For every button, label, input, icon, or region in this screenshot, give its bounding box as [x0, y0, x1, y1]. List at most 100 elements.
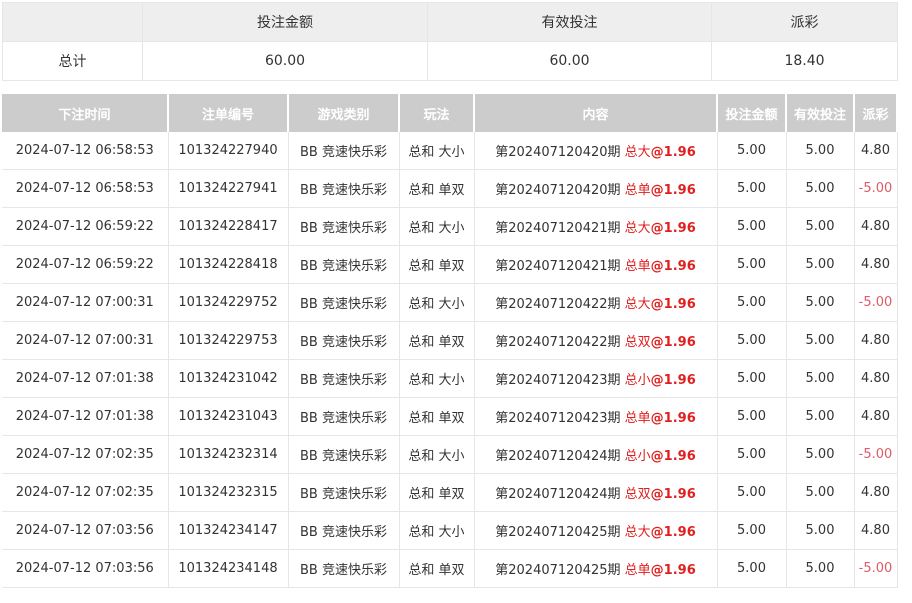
bet-id: 101324234148 [168, 549, 289, 588]
bet-time: 2024-07-12 07:02:35 [2, 435, 169, 474]
bet-content: 第202407120423期 总小@1.96 [474, 359, 718, 398]
odds-text: @1.96 [650, 297, 696, 312]
valid-bet: 5.00 [786, 245, 855, 284]
period-text: 第202407120420期 [495, 145, 621, 160]
play-type: 总和 大小 [399, 359, 475, 398]
odds-text: @1.96 [650, 335, 696, 350]
play-type: 总和 大小 [399, 435, 475, 474]
game-type: BB 竞速快乐彩 [288, 511, 400, 550]
play-type: 总和 单双 [399, 321, 475, 360]
bet-id: 101324227940 [168, 132, 289, 170]
summary-total-valid: 60.00 [427, 41, 712, 81]
bet-amount: 5.00 [717, 473, 787, 512]
odds-text: @1.96 [650, 259, 696, 274]
valid-bet: 5.00 [786, 207, 855, 246]
bet-amount: 5.00 [717, 132, 787, 170]
game-type: BB 竞速快乐彩 [288, 283, 400, 322]
valid-bet: 5.00 [786, 511, 855, 550]
pick-text: 总单 [624, 259, 651, 274]
summary-header-blank [2, 2, 143, 42]
pick-text: 总单 [624, 411, 651, 426]
payout: 4.80 [854, 321, 898, 360]
summary-header-valid: 有效投注 [427, 2, 712, 42]
bet-time: 2024-07-12 06:58:53 [2, 169, 169, 208]
bet-id: 101324227941 [168, 169, 289, 208]
header-play-type: 玩法 [399, 94, 475, 132]
bet-content: 第202407120421期 总大@1.96 [474, 207, 718, 246]
bet-id: 101324229753 [168, 321, 289, 360]
odds-text: @1.96 [650, 373, 696, 388]
valid-bet: 5.00 [786, 169, 855, 208]
valid-bet: 5.00 [786, 283, 855, 322]
pick-text: 总小 [624, 449, 651, 464]
bet-id: 101324231042 [168, 359, 289, 398]
bet-amount: 5.00 [717, 397, 787, 436]
period-text: 第202407120420期 [495, 183, 621, 198]
period-text: 第202407120422期 [495, 335, 621, 350]
odds-text: @1.96 [650, 221, 696, 236]
period-text: 第202407120421期 [495, 221, 621, 236]
bet-amount: 5.00 [717, 245, 787, 284]
bet-content: 第202407120422期 总双@1.96 [474, 321, 718, 360]
summary-total-amount: 60.00 [142, 41, 428, 81]
bet-time: 2024-07-12 07:02:35 [2, 473, 169, 512]
bet-time: 2024-07-12 07:01:38 [2, 397, 169, 436]
table-row: 2024-07-12 07:03:56 101324234147 BB 竞速快乐彩总… [2, 511, 898, 550]
table-row: 2024-07-12 07:00:31 101324229752 BB 竞速快乐彩总… [2, 283, 898, 322]
valid-bet: 5.00 [786, 435, 855, 474]
period-text: 第202407120422期 [495, 297, 621, 312]
period-text: 第202407120424期 [495, 487, 621, 502]
summary-table: 投注金额 有效投注 派彩 总计 60.00 60.00 18.40 [2, 2, 898, 81]
payout: 4.80 [854, 132, 898, 170]
game-type: BB 竞速快乐彩 [288, 207, 400, 246]
odds-text: @1.96 [650, 563, 696, 578]
bet-amount: 5.00 [717, 435, 787, 474]
pick-text: 总双 [624, 487, 651, 502]
pick-text: 总大 [624, 525, 651, 540]
table-header-row: 下注时间 注单编号 游戏类别 玩法 内容 投注金额 有效投注 派彩 [2, 94, 898, 132]
pick-text: 总小 [624, 373, 651, 388]
bet-amount: 5.00 [717, 549, 787, 588]
bet-amount: 5.00 [717, 169, 787, 208]
odds-text: @1.96 [650, 449, 696, 464]
game-type: BB 竞速快乐彩 [288, 549, 400, 588]
bet-time: 2024-07-12 06:59:22 [2, 245, 169, 284]
play-type: 总和 单双 [399, 473, 475, 512]
bet-amount: 5.00 [717, 283, 787, 322]
period-text: 第202407120424期 [495, 449, 621, 464]
game-type: BB 竞速快乐彩 [288, 245, 400, 284]
payout: -5.00 [854, 549, 898, 588]
game-type: BB 竞速快乐彩 [288, 435, 400, 474]
period-text: 第202407120423期 [495, 411, 621, 426]
valid-bet: 5.00 [786, 473, 855, 512]
payout: -5.00 [854, 169, 898, 208]
valid-bet: 5.00 [786, 132, 855, 170]
bet-time: 2024-07-12 06:58:53 [2, 132, 169, 170]
bet-amount: 5.00 [717, 359, 787, 398]
odds-text: @1.96 [650, 411, 696, 426]
play-type: 总和 单双 [399, 549, 475, 588]
period-text: 第202407120421期 [495, 259, 621, 274]
bet-time: 2024-07-12 06:59:22 [2, 207, 169, 246]
game-type: BB 竞速快乐彩 [288, 473, 400, 512]
payout: -5.00 [854, 435, 898, 474]
header-bet-time: 下注时间 [2, 94, 169, 132]
summary-header-amount: 投注金额 [142, 2, 428, 42]
payout: 4.80 [854, 397, 898, 436]
bet-id: 101324228418 [168, 245, 289, 284]
pick-text: 总双 [624, 335, 651, 350]
period-text: 第202407120425期 [495, 525, 621, 540]
payout: 4.80 [854, 359, 898, 398]
summary-total-payout: 18.40 [711, 41, 898, 81]
table-row: 2024-07-12 07:03:56 101324234148 BB 竞速快乐彩总… [2, 549, 898, 588]
valid-bet: 5.00 [786, 359, 855, 398]
table-row: 2024-07-12 07:00:31 101324229753 BB 竞速快乐彩总… [2, 321, 898, 360]
play-type: 总和 大小 [399, 283, 475, 322]
odds-text: @1.96 [650, 183, 696, 198]
pick-text: 总单 [624, 563, 651, 578]
header-game-type: 游戏类别 [288, 94, 400, 132]
valid-bet: 5.00 [786, 397, 855, 436]
bet-id: 101324231043 [168, 397, 289, 436]
period-text: 第202407120425期 [495, 563, 621, 578]
table-row: 2024-07-12 06:59:22 101324228418 BB 竞速快乐彩 总… [2, 245, 898, 284]
